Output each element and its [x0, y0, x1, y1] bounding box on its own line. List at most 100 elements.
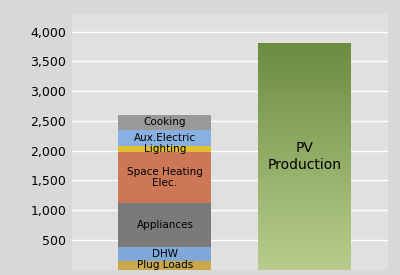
- Bar: [258, 227, 351, 228]
- Bar: [258, 263, 351, 264]
- Bar: [258, 258, 351, 259]
- Bar: [258, 171, 351, 172]
- Bar: [258, 71, 351, 72]
- Text: Lighting: Lighting: [144, 144, 186, 154]
- Bar: [258, 53, 351, 54]
- Bar: [258, 124, 351, 125]
- Bar: [258, 254, 351, 255]
- Bar: [258, 134, 351, 135]
- Bar: [258, 145, 351, 146]
- Bar: [258, 97, 351, 98]
- Bar: [118, 115, 212, 130]
- Bar: [258, 246, 351, 247]
- Bar: [258, 226, 351, 227]
- Bar: [258, 135, 351, 136]
- Bar: [258, 75, 351, 76]
- Bar: [258, 241, 351, 242]
- Bar: [258, 63, 351, 64]
- Bar: [258, 129, 351, 131]
- Bar: [258, 83, 351, 84]
- Bar: [258, 151, 351, 152]
- Bar: [258, 160, 351, 161]
- Bar: [258, 98, 351, 99]
- Bar: [258, 223, 351, 224]
- Bar: [258, 122, 351, 123]
- Bar: [258, 45, 351, 46]
- Bar: [258, 188, 351, 189]
- Bar: [258, 91, 351, 92]
- Bar: [258, 48, 351, 49]
- Bar: [258, 87, 351, 89]
- Bar: [258, 60, 351, 62]
- Bar: [258, 114, 351, 115]
- Bar: [258, 116, 351, 117]
- Bar: [258, 260, 351, 262]
- Bar: [258, 268, 351, 270]
- Bar: [258, 186, 351, 187]
- Bar: [258, 198, 351, 199]
- Bar: [258, 212, 351, 213]
- Bar: [258, 100, 351, 101]
- Bar: [258, 230, 351, 231]
- Bar: [258, 133, 351, 134]
- Bar: [258, 58, 351, 59]
- Bar: [258, 119, 351, 120]
- Bar: [258, 153, 351, 154]
- Bar: [258, 250, 351, 251]
- Bar: [258, 245, 351, 246]
- Bar: [258, 161, 351, 162]
- Bar: [258, 81, 351, 82]
- Bar: [258, 174, 351, 175]
- Bar: [258, 141, 351, 142]
- Bar: [258, 193, 351, 194]
- Bar: [258, 112, 351, 114]
- Bar: [258, 79, 351, 80]
- Bar: [258, 187, 351, 188]
- Bar: [258, 99, 351, 100]
- Bar: [258, 103, 351, 104]
- Bar: [258, 64, 351, 65]
- Bar: [258, 108, 351, 109]
- Bar: [258, 68, 351, 70]
- Bar: [258, 55, 351, 56]
- Bar: [258, 89, 351, 90]
- Bar: [258, 215, 351, 216]
- Bar: [258, 189, 351, 190]
- Bar: [258, 90, 351, 91]
- Bar: [258, 93, 351, 94]
- Bar: [258, 194, 351, 195]
- Bar: [258, 200, 351, 202]
- Bar: [258, 179, 351, 180]
- Bar: [258, 70, 351, 71]
- Bar: [258, 62, 351, 63]
- Bar: [258, 222, 351, 223]
- Bar: [258, 159, 351, 160]
- Bar: [258, 147, 351, 148]
- Text: Appliances: Appliances: [136, 220, 194, 230]
- Bar: [258, 82, 351, 83]
- Text: Cooking: Cooking: [144, 117, 186, 127]
- Bar: [258, 139, 351, 141]
- Bar: [258, 120, 351, 122]
- Bar: [258, 168, 351, 169]
- Bar: [258, 262, 351, 263]
- Bar: [258, 138, 351, 139]
- Bar: [258, 259, 351, 260]
- Bar: [258, 184, 351, 185]
- Bar: [258, 46, 351, 47]
- Bar: [258, 214, 351, 215]
- Bar: [258, 94, 351, 95]
- Bar: [258, 59, 351, 60]
- Bar: [258, 72, 351, 73]
- Bar: [258, 196, 351, 197]
- Bar: [258, 76, 351, 77]
- Bar: [258, 243, 351, 245]
- Bar: [258, 213, 351, 214]
- Bar: [258, 224, 351, 225]
- Bar: [258, 170, 351, 171]
- Bar: [258, 208, 351, 210]
- Bar: [258, 169, 351, 170]
- Text: Plug Loads: Plug Loads: [137, 260, 193, 270]
- Bar: [258, 240, 351, 241]
- Bar: [258, 176, 351, 177]
